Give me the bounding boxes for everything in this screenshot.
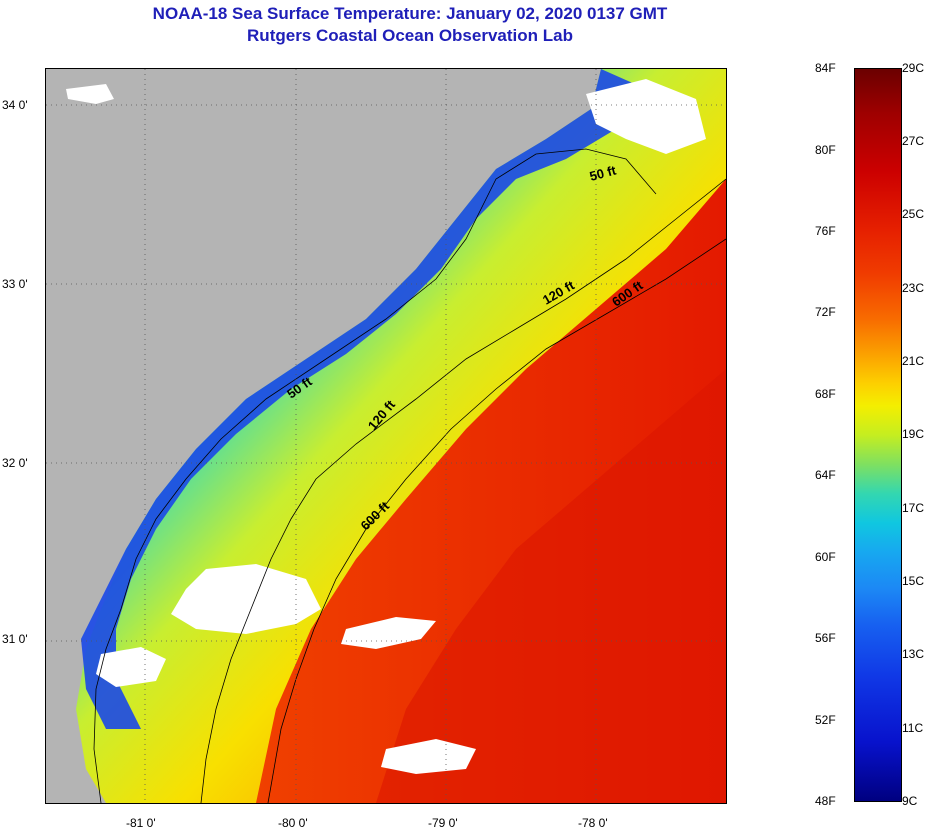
colorbar-fahrenheit-label: 68F xyxy=(815,387,836,401)
sst-map[interactable]: 50 ft 50 ft 120 ft 120 ft 600 ft 600 ft xyxy=(45,68,727,804)
longitude-label: -78 0' xyxy=(578,816,608,830)
temperature-colorbar xyxy=(854,68,902,802)
offshore-deep-red xyxy=(376,369,726,803)
latitude-label: 34 0' xyxy=(2,98,28,112)
cloud-patch xyxy=(171,564,321,634)
cloud-patch xyxy=(96,647,166,687)
cloud-patch xyxy=(381,739,476,774)
colorbar-fahrenheit-label: 48F xyxy=(815,794,836,808)
latitude-label: 32 0' xyxy=(2,456,28,470)
colorbar-celsius-label: 25C xyxy=(902,207,925,221)
cold-nearshore-band xyxy=(81,69,646,729)
colorbar-celsius-label: 23C xyxy=(902,281,925,295)
colorbar-celsius-label: 15C xyxy=(902,574,925,588)
longitude-label: -80 0' xyxy=(278,816,308,830)
sst-map-image: 50 ft 50 ft 120 ft 120 ft 600 ft 600 ft xyxy=(46,69,726,803)
isobath-50ft xyxy=(93,148,657,803)
latitude-label: 33 0' xyxy=(2,277,28,291)
colorbar-fahrenheit-label: 72F xyxy=(815,305,836,319)
latitude-label: 31 0' xyxy=(2,632,28,646)
map-subtitle: Rutgers Coastal Ocean Observation Lab xyxy=(247,26,573,45)
colorbar-fahrenheit-label: 64F xyxy=(815,468,836,482)
graticule xyxy=(46,69,726,803)
colorbar-celsius-label: 13C xyxy=(902,647,925,661)
colorbar-fahrenheit-label: 80F xyxy=(815,143,836,157)
colorbar-fahrenheit-label: 52F xyxy=(815,713,836,727)
longitude-label: -81 0' xyxy=(126,816,156,830)
colorbar-celsius-label: 17C xyxy=(902,501,925,515)
map-title: NOAA-18 Sea Surface Temperature: January… xyxy=(152,4,668,23)
colorbar-celsius-label: 9C xyxy=(902,794,918,808)
colorbar-fahrenheit-label: 60F xyxy=(815,550,836,564)
colorbar-celsius-label: 27C xyxy=(902,134,925,148)
cloud-patch xyxy=(586,79,706,154)
colorbar-celsius-label: 21C xyxy=(902,354,925,368)
colorbar-fahrenheit-label: 56F xyxy=(815,631,836,645)
colorbar-celsius-label: 29C xyxy=(902,61,925,75)
colorbar-celsius-label: 11C xyxy=(902,721,924,735)
cloud-patch xyxy=(66,84,114,104)
colorbar-fahrenheit-label: 76F xyxy=(815,224,836,238)
isobath-label-50ft: 50 ft xyxy=(588,162,618,184)
colorbar-celsius-label: 19C xyxy=(902,427,925,441)
colorbar-fahrenheit-label: 84F xyxy=(815,61,836,75)
longitude-label: -79 0' xyxy=(428,816,458,830)
cloud-patch xyxy=(341,617,436,649)
